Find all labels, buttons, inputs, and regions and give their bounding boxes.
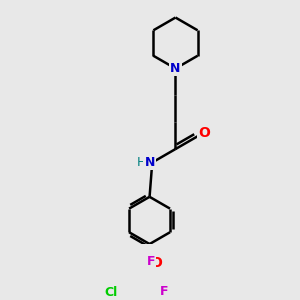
Text: Cl: Cl bbox=[104, 286, 118, 299]
Text: F: F bbox=[160, 285, 168, 298]
Text: H: H bbox=[137, 156, 146, 169]
Text: O: O bbox=[198, 126, 210, 140]
Text: O: O bbox=[150, 256, 162, 270]
Text: N: N bbox=[144, 156, 155, 169]
Text: F: F bbox=[147, 255, 155, 268]
Text: N: N bbox=[170, 62, 181, 75]
